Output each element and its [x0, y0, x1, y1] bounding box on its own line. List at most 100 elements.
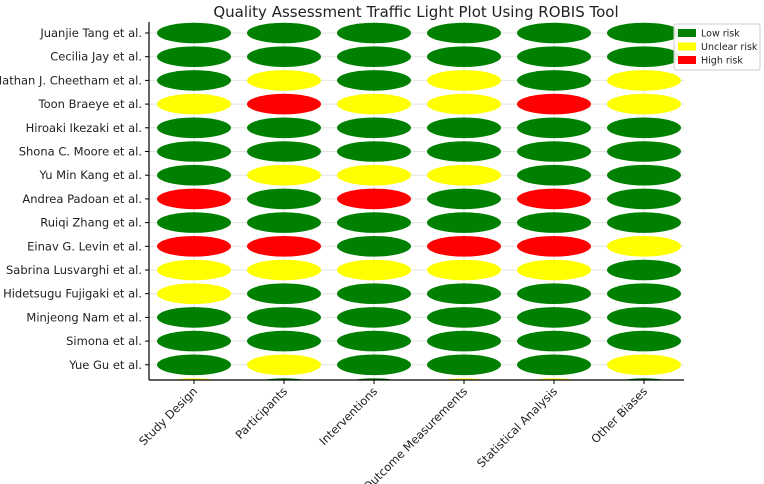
rating-ellipse-unclear [157, 259, 231, 281]
rating-ellipse-low [517, 330, 591, 352]
rating-ellipse-unclear [337, 164, 411, 186]
rating-ellipse-low [427, 307, 501, 328]
rating-ellipse-high [517, 188, 591, 210]
rating-ellipse-low [247, 307, 321, 328]
rating-ellipse-high [337, 188, 411, 210]
chart-title: Quality Assessment Traffic Light Plot Us… [213, 3, 618, 21]
rating-ellipse-high [517, 93, 591, 115]
rating-ellipse-low [247, 330, 321, 352]
rating-ellipse-low [607, 188, 681, 210]
rating-ellipse-unclear [337, 93, 411, 115]
rating-ellipse-high [247, 236, 321, 257]
study-label: Hiroaki Ikezaki et al. [26, 121, 142, 135]
rating-ellipse-low [337, 330, 411, 352]
rating-ellipse-unclear [427, 164, 501, 186]
rating-ellipse-low [337, 307, 411, 328]
domain-label: Study Design [136, 384, 200, 448]
rating-ellipse-low [517, 22, 591, 44]
study-label: Ruiqi Zhang et al. [40, 216, 142, 230]
domain-label: Outcome Measurements [360, 384, 470, 484]
study-label: Andrea Padoan et al. [22, 192, 142, 206]
study-label: Nathan J. Cheetham et al. [0, 73, 142, 87]
legend-label-unclear: Unclear risk [701, 42, 758, 53]
legend-swatch-unclear [678, 42, 696, 51]
rating-ellipse-low [517, 283, 591, 305]
rating-ellipse-low [157, 164, 231, 186]
rating-ellipse-low [607, 283, 681, 305]
rating-ellipse-low [247, 188, 321, 210]
study-label: Simona et al. [66, 334, 142, 348]
rating-ellipse-low [247, 141, 321, 162]
rating-ellipse-unclear [247, 354, 321, 376]
rating-ellipse-unclear [427, 259, 501, 281]
rating-ellipse-unclear [427, 93, 501, 115]
rating-ellipse-low [157, 307, 231, 328]
rating-ellipse-unclear [337, 259, 411, 281]
rating-ellipse-high [517, 236, 591, 257]
rating-ellipse-unclear [157, 93, 231, 115]
rating-ellipse-low [517, 141, 591, 162]
domain-label: Participants [232, 384, 290, 442]
rating-ellipse-low [517, 70, 591, 91]
rating-ellipse-unclear [427, 70, 501, 91]
rating-ellipse-unclear [607, 93, 681, 115]
rating-ellipse-low [337, 283, 411, 305]
domain-label: Statistical Analysis [474, 384, 560, 470]
rating-ellipse-low [607, 22, 681, 44]
rating-ellipse-low [427, 46, 501, 67]
rating-ellipse-high [157, 236, 231, 257]
rating-ellipse-low [247, 283, 321, 305]
rating-ellipse-low [517, 117, 591, 139]
rating-ellipse-low [427, 22, 501, 44]
rating-ellipse-unclear [607, 70, 681, 91]
rating-ellipse-low [427, 354, 501, 376]
rating-ellipse-low [517, 354, 591, 376]
rating-ellipse-unclear [607, 236, 681, 257]
rating-ellipse-low [427, 330, 501, 352]
rating-ellipse-unclear [247, 259, 321, 281]
study-label: Hidetsugu Fujigaki et al. [3, 287, 142, 301]
rating-ellipse-low [607, 164, 681, 186]
rating-ellipse-low [157, 46, 231, 67]
study-label: Sabrina Lusvarghi et al. [6, 263, 142, 277]
plot-area [148, 22, 684, 381]
rating-ellipse-low [427, 117, 501, 139]
rating-ellipse-low [607, 212, 681, 233]
rating-ellipse-low [247, 46, 321, 67]
rating-ellipse-unclear [517, 259, 591, 281]
legend-swatch-high [678, 56, 696, 64]
rating-ellipse-unclear [247, 70, 321, 91]
rating-ellipse-unclear [607, 354, 681, 376]
rating-ellipse-high [157, 188, 231, 210]
rating-ellipse-low [157, 330, 231, 352]
rating-ellipse-low [337, 354, 411, 376]
study-label: Shona C. Moore et al. [19, 145, 142, 159]
rating-ellipse-low [247, 117, 321, 139]
rating-ellipse-low [337, 117, 411, 139]
rating-ellipse-low [517, 307, 591, 328]
rating-ellipse-low [607, 141, 681, 162]
rating-ellipse-low [247, 212, 321, 233]
rating-ellipse-low [157, 117, 231, 139]
rating-ellipse-low [607, 307, 681, 328]
rating-ellipse-unclear [157, 283, 231, 305]
rating-ellipse-low [337, 22, 411, 44]
domain-labels: Study Design Participants InterventionsOut… [136, 380, 650, 484]
legend-swatch-low [678, 29, 696, 37]
domain-label: Interventions [316, 384, 380, 448]
rating-ellipse-low [517, 164, 591, 186]
rating-ellipse-high [247, 93, 321, 115]
study-label: Einav G. Levin et al. [27, 239, 142, 253]
rating-ellipse-low [607, 259, 681, 281]
rating-ellipse-low [607, 117, 681, 139]
rating-ellipse-low [157, 22, 231, 44]
rating-ellipse-high [427, 236, 501, 257]
rating-marks [157, 22, 681, 380]
rating-ellipse-low [157, 70, 231, 91]
rating-ellipse-low [247, 22, 321, 44]
rating-ellipse-unclear [247, 164, 321, 186]
legend: Low risk Unclear risk High risk [673, 23, 761, 71]
rating-ellipse-low [427, 141, 501, 162]
rating-ellipse-low [337, 70, 411, 91]
